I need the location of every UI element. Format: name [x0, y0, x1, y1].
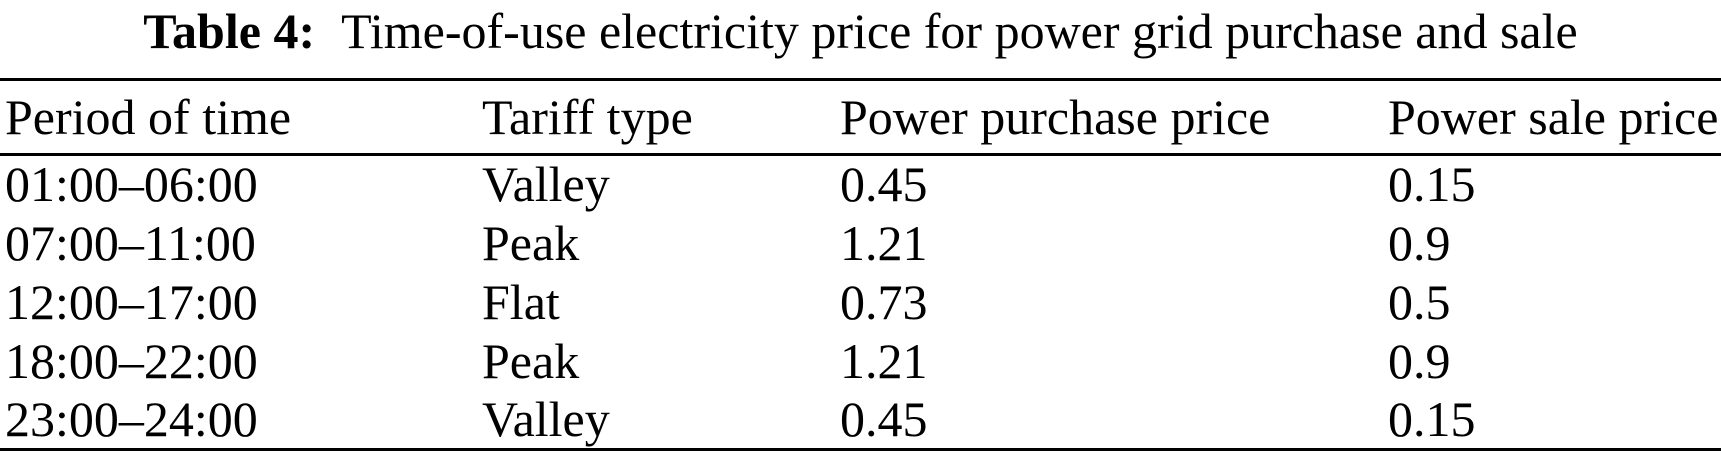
cell-tariff-type: Flat: [482, 273, 560, 330]
cell-tariff-type: Valley: [482, 156, 610, 213]
table-row: 01:00–06:00 Valley 0.45 0.15: [0, 155, 1721, 214]
cell-period: 01:00–06:00: [5, 156, 258, 213]
time-of-use-price-table: Period of time Tariff type Power purchas…: [0, 78, 1721, 451]
cell-sale-price: 0.9: [1388, 214, 1451, 271]
column-header-period-of-time: Period of time: [5, 88, 292, 145]
table-row: 23:00–24:00 Valley 0.45 0.15: [0, 391, 1721, 450]
table-caption-text: Time-of-use electricity price for power …: [341, 3, 1578, 59]
cell-sale-price: 0.15: [1388, 156, 1476, 213]
cell-tariff-type: Valley: [482, 390, 610, 447]
cell-sale-price: 0.9: [1388, 332, 1451, 389]
cell-purchase-price: 1.21: [840, 332, 928, 389]
cell-period: 07:00–11:00: [5, 214, 256, 271]
cell-purchase-price: 0.45: [840, 390, 928, 447]
table-caption: Table 4: Time-of-use electricity price fo…: [0, 0, 1721, 62]
table-row: 12:00–17:00 Flat 0.73 0.5: [0, 273, 1721, 332]
table-caption-label: Table 4:: [143, 3, 316, 59]
header-row: Period of time Tariff type Power purchas…: [0, 80, 1721, 155]
column-header-power-sale-price: Power sale price: [1388, 88, 1719, 145]
column-header-tariff-type: Tariff type: [482, 88, 693, 145]
cell-period: 23:00–24:00: [5, 390, 258, 447]
cell-sale-price: 0.15: [1388, 390, 1476, 447]
cell-period: 18:00–22:00: [5, 332, 258, 389]
column-header-power-purchase-price: Power purchase price: [840, 88, 1271, 145]
cell-purchase-price: 1.21: [840, 214, 928, 271]
cell-purchase-price: 0.73: [840, 273, 928, 330]
table-row: 18:00–22:00 Peak 1.21 0.9: [0, 332, 1721, 391]
table-row: 07:00–11:00 Peak 1.21 0.9: [0, 214, 1721, 273]
cell-tariff-type: Peak: [482, 214, 580, 271]
cell-sale-price: 0.5: [1388, 273, 1451, 330]
cell-period: 12:00–17:00: [5, 273, 258, 330]
cell-purchase-price: 0.45: [840, 156, 928, 213]
cell-tariff-type: Peak: [482, 332, 580, 389]
